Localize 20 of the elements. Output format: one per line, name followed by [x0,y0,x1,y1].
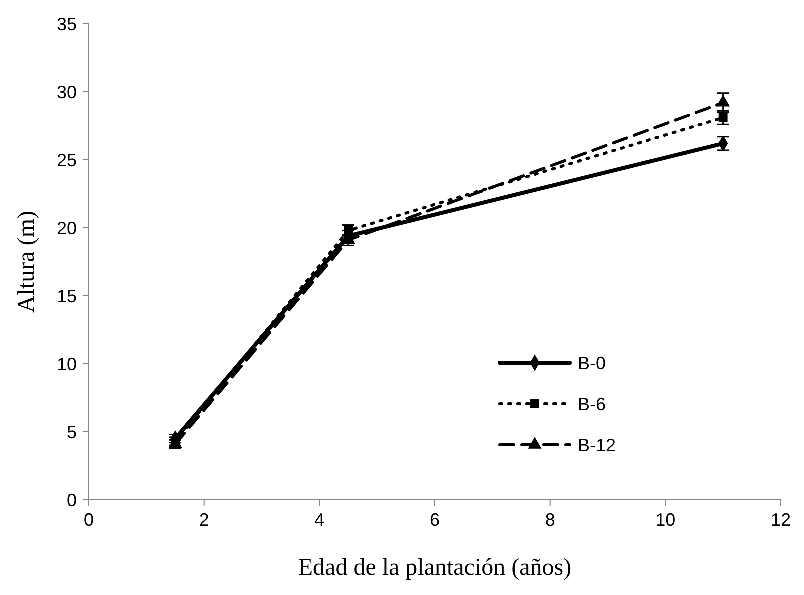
x-tick-label: 2 [199,510,210,530]
y-tick-label: 30 [56,82,77,102]
x-tick-label: 0 [84,510,94,530]
y-tick-label: 15 [56,286,77,306]
x-tick-label: 12 [770,510,792,530]
x-tick-label: 4 [314,510,325,530]
y-tick-label: 35 [56,14,77,34]
y-tick-label: 5 [66,422,77,442]
y-tick-label: 20 [56,218,77,238]
y-tick-label: 25 [56,150,77,170]
x-tick-label: 6 [430,510,440,530]
y-tick-label: 10 [56,354,77,374]
y-axis-title: Altura (m) [14,211,40,313]
x-tick-label: 10 [656,510,676,530]
legend-label: B-12 [578,435,616,456]
y-tick-label: 0 [66,490,77,510]
legend-label: B-0 [578,353,606,374]
legend-label: B-6 [578,394,606,414]
x-axis-title: Edad de la plantación (años) [298,555,572,581]
x-tick-label: 8 [545,510,556,530]
